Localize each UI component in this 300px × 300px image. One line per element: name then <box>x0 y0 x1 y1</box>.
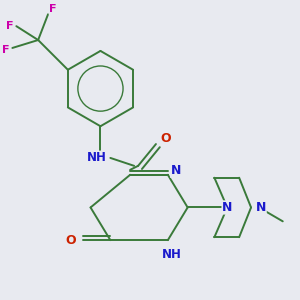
Text: F: F <box>49 4 57 14</box>
Text: F: F <box>2 45 9 55</box>
Text: NH: NH <box>87 152 106 164</box>
Text: NH: NH <box>162 248 182 260</box>
Text: F: F <box>6 21 13 31</box>
Text: O: O <box>160 132 171 145</box>
Text: O: O <box>65 234 76 247</box>
Text: N: N <box>222 201 232 214</box>
Text: N: N <box>256 201 266 214</box>
Text: N: N <box>171 164 181 177</box>
